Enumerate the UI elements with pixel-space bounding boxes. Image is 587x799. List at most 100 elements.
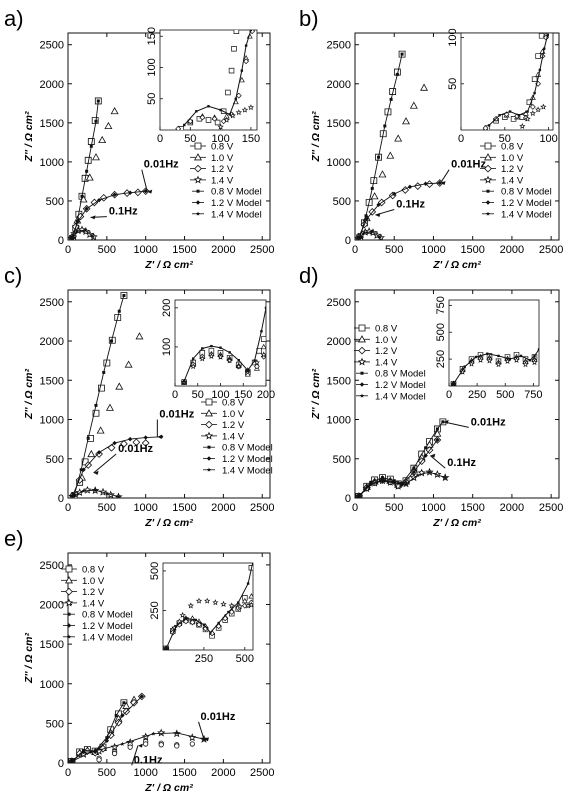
legend-label: 1.0 V (375, 335, 398, 346)
inset-data-point (241, 106, 249, 113)
x-axis-title: Z' / Ω cm² (144, 782, 193, 794)
inset: 250 500 250 500 (149, 562, 254, 665)
data-point (151, 731, 156, 736)
legend-item: 1.0 V (190, 153, 234, 164)
series-line (71, 702, 125, 762)
inset-data-point (486, 357, 493, 364)
legend-marker (65, 576, 73, 584)
inset-data-point (498, 114, 501, 117)
y-tick-label: 2500 (327, 297, 351, 309)
x-tick-label: 1500 (172, 244, 196, 256)
inset-data-point (533, 91, 536, 95)
series-line (357, 231, 381, 239)
legend-marker (357, 357, 367, 366)
data-point (114, 713, 118, 717)
inset-data-point (187, 602, 194, 609)
legend-label: 0.8 V (222, 398, 245, 409)
legend-label: 1.4 V (211, 175, 234, 186)
annotation-label: 0.01Hz (451, 159, 486, 171)
inset-y-tick-label: 100 (146, 58, 158, 76)
inset-data-point (249, 30, 253, 32)
data-point (115, 382, 124, 390)
inset-y-tick-label: 50 (146, 93, 158, 105)
legend-label: 1.2 V Model (375, 380, 426, 391)
data-point (427, 469, 432, 474)
series-1-4-v-model (69, 730, 207, 763)
inset-data-point (199, 355, 206, 362)
inset-data-point (540, 103, 547, 110)
legend-label: 1.2 V Model (82, 621, 133, 632)
y-axis-title: Z'' / Ω cm² (310, 369, 322, 420)
data-point (380, 478, 385, 483)
legend-marker (485, 211, 491, 216)
inset-data-point (246, 369, 249, 372)
annotation-label: 0.1Hz (447, 457, 476, 469)
x-tick-label: 500 (385, 502, 403, 514)
plot-frame (67, 552, 271, 764)
annotation-arrow (430, 455, 446, 469)
x-tick-label: 2000 (500, 502, 524, 514)
data-point (389, 97, 393, 101)
inset-x-tick-label: 500 (496, 389, 514, 401)
legend-marker (205, 398, 213, 406)
inset-x-tick-label: 0 (458, 133, 464, 145)
y-tick-label: 2000 (40, 336, 64, 348)
legend-item: 1.2 V (61, 587, 105, 598)
y-tick-label: 1500 (40, 375, 64, 387)
data-area (355, 418, 450, 498)
y-tick-label: 2500 (327, 40, 351, 52)
series-0-8-v-model (71, 99, 100, 240)
legend-label: 1.0 V (222, 409, 245, 420)
y-tick-label: 1000 (327, 415, 351, 427)
legend-label: 1.2 V Model (222, 454, 273, 465)
inset-data-point (243, 58, 249, 65)
legend-item: 1.4 V (201, 431, 245, 442)
x-axis-title: Z' / Ω cm² (144, 517, 193, 529)
data-point (174, 730, 179, 735)
x-tick-label: 1000 (421, 244, 445, 256)
inset-data-point (510, 116, 517, 122)
data-point (110, 339, 114, 343)
inset-data-point (228, 602, 235, 609)
legend-item: 1.0 V (61, 576, 105, 587)
inset-data-point (195, 110, 198, 113)
legend-item: 1.2 V (354, 346, 398, 357)
inset-y-tick-label: 500 (435, 323, 447, 341)
panel-label: d) (299, 263, 319, 288)
inset: 0 50 100 150 50 100 150 (146, 27, 260, 145)
legend-item: 1.4 V Model (63, 632, 133, 643)
inset-x-tick-label: 250 (195, 653, 213, 665)
panel-label: e) (4, 526, 24, 551)
inset-data-point (534, 106, 542, 113)
legend-label: 1.2 V (375, 346, 398, 357)
legend-label: 1.0 V (501, 153, 524, 164)
data-point (104, 121, 113, 129)
legend-marker (484, 142, 492, 150)
data-point (98, 135, 107, 144)
data-point (423, 181, 428, 186)
inset-x-tick-label: 50 (192, 389, 204, 401)
inset-data-point (226, 357, 233, 364)
data-point (94, 119, 98, 123)
inset-data-point (531, 359, 538, 366)
inset-series (182, 306, 266, 383)
data-point (441, 420, 445, 424)
x-tick-label: 500 (385, 244, 403, 256)
plot-frame (354, 289, 560, 499)
inset-data-point (452, 382, 455, 386)
legend-item: 0.8 V Model (63, 610, 133, 621)
series-line (73, 295, 125, 496)
legend-label: 1.4 V Model (375, 391, 426, 402)
data-point (83, 228, 88, 232)
legend-label: 0.8 V (375, 324, 398, 335)
x-axis-title: Z' / Ω cm² (144, 259, 193, 271)
inset-data-point (543, 47, 546, 50)
inset-data-point (463, 365, 466, 368)
legend-label: 1.2 V Model (211, 198, 262, 209)
data-point (116, 494, 121, 498)
inset-data-point (533, 354, 536, 358)
y-tick-label: 500 (46, 454, 64, 466)
x-tick-label: 1000 (133, 767, 157, 779)
inset-data-point (228, 113, 231, 116)
